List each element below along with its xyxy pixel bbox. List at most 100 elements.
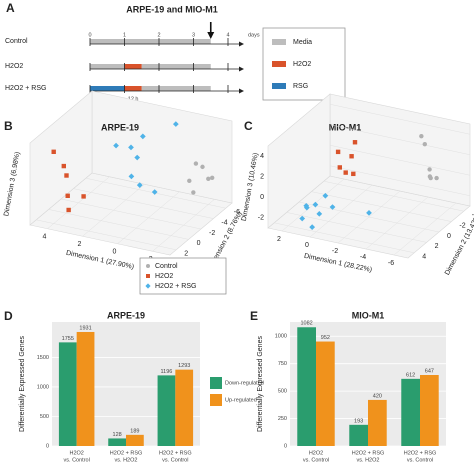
panel-letter: E bbox=[250, 309, 258, 323]
y-tick-label: 1000 bbox=[37, 384, 49, 390]
value-label: 189 bbox=[130, 428, 139, 434]
point bbox=[312, 201, 319, 208]
legend-label: H2O2 bbox=[155, 273, 173, 280]
y-tick-label: 4 bbox=[422, 254, 426, 261]
z-tick-label: -2 bbox=[258, 215, 264, 222]
bar bbox=[58, 342, 77, 446]
z-axis-label: Dimension 3 (10.46%) bbox=[241, 152, 260, 221]
segment bbox=[90, 39, 211, 44]
tick-label: 0 bbox=[88, 32, 91, 38]
x-tick-label: H2O2 bbox=[309, 450, 323, 456]
y-tick-label: 2 bbox=[435, 243, 439, 250]
grid-line bbox=[60, 198, 202, 230]
point bbox=[136, 182, 143, 188]
point bbox=[343, 170, 348, 175]
value-label: 1931 bbox=[79, 325, 91, 331]
grid-line bbox=[329, 145, 471, 176]
point bbox=[309, 224, 316, 230]
y-tick-label: 1500 bbox=[37, 355, 49, 361]
x-tick-label: 0 bbox=[305, 242, 309, 249]
grid-line bbox=[36, 219, 177, 251]
point bbox=[419, 133, 424, 139]
y-tick-label: -2 bbox=[459, 222, 465, 229]
axis-arrow bbox=[239, 66, 244, 72]
bar bbox=[349, 424, 368, 446]
x-tick-label: vs. Control bbox=[162, 457, 188, 463]
legend-marker bbox=[146, 264, 150, 268]
legend-marker bbox=[146, 274, 150, 278]
segment bbox=[124, 64, 142, 69]
point bbox=[299, 215, 306, 222]
bar bbox=[316, 341, 335, 446]
point bbox=[427, 167, 432, 172]
y-axis-label: Differentially Expressed Genes bbox=[257, 336, 264, 432]
axis-arrow bbox=[239, 41, 244, 47]
y-tick-label: -6 bbox=[234, 209, 240, 216]
point bbox=[303, 204, 310, 211]
point bbox=[335, 149, 341, 155]
x-tick-label: -2 bbox=[332, 248, 338, 255]
segment bbox=[141, 64, 211, 69]
legend-label: Down-regulated bbox=[225, 380, 264, 386]
bar bbox=[175, 369, 194, 446]
segment bbox=[90, 64, 125, 69]
point bbox=[352, 140, 358, 145]
point bbox=[427, 174, 433, 179]
z-tick-label: 4 bbox=[260, 153, 264, 160]
grid-line bbox=[298, 201, 440, 233]
x-tick-label: 2 bbox=[78, 241, 82, 248]
grid-line bbox=[274, 222, 415, 254]
legend-label: Media bbox=[293, 39, 312, 46]
y-axis-label: Differentially Expressed Genes bbox=[19, 336, 26, 432]
x-tick-label: 4 bbox=[43, 234, 47, 241]
x-tick-label: H2O2 + RSG bbox=[404, 450, 437, 456]
bar bbox=[297, 327, 316, 446]
x-tick-label: H2O2 bbox=[69, 450, 83, 456]
x-tick-label: 2 bbox=[277, 236, 281, 243]
point bbox=[210, 175, 215, 180]
y-tick-label: 500 bbox=[40, 414, 49, 420]
z-axis-label: Dimension 3 (6.98%) bbox=[3, 151, 21, 217]
value-label: 1196 bbox=[161, 369, 173, 375]
bar bbox=[126, 434, 144, 446]
legend-swatch bbox=[210, 377, 222, 389]
grid-line bbox=[48, 209, 189, 240]
tick-label: 4 bbox=[226, 32, 229, 38]
panel-letter: C bbox=[244, 119, 253, 133]
x-tick-label: H2O2 + RSG bbox=[110, 450, 143, 456]
panel-letter: B bbox=[4, 119, 13, 133]
value-label: 1293 bbox=[178, 363, 190, 369]
x-tick-label: vs. Control bbox=[303, 457, 329, 463]
grid-line bbox=[73, 188, 214, 219]
y-tick-label: -4 bbox=[221, 219, 227, 226]
bar bbox=[401, 378, 420, 446]
tick-label: 2 bbox=[157, 32, 160, 38]
point bbox=[51, 149, 56, 154]
value-label: 193 bbox=[354, 418, 363, 424]
point bbox=[200, 164, 205, 170]
x-axis-label: Dimension 1 (27.90%) bbox=[65, 250, 134, 271]
value-label: 420 bbox=[373, 393, 382, 399]
segment bbox=[124, 86, 142, 91]
row-label: H2O2 + RSG bbox=[5, 85, 46, 92]
chart-title: ARPE-19 bbox=[101, 122, 139, 132]
panel-letter: D bbox=[4, 309, 13, 323]
segment bbox=[141, 86, 211, 91]
x-tick-label: vs. H2O2 bbox=[115, 457, 138, 463]
legend-swatch bbox=[272, 39, 286, 45]
tick-label: 3 bbox=[192, 32, 195, 38]
row-label: H2O2 bbox=[5, 63, 23, 70]
bar bbox=[368, 399, 387, 446]
point bbox=[66, 207, 71, 213]
value-label: 612 bbox=[406, 372, 415, 378]
point bbox=[206, 176, 211, 182]
z-tick-label: 2 bbox=[260, 174, 264, 181]
bar bbox=[157, 375, 176, 446]
axis-arrow bbox=[239, 88, 244, 94]
point bbox=[322, 192, 329, 199]
point bbox=[61, 163, 66, 169]
legend-label: Up-regulated bbox=[225, 397, 257, 403]
chart-title: ARPE-19 bbox=[107, 310, 145, 320]
point bbox=[139, 133, 146, 140]
